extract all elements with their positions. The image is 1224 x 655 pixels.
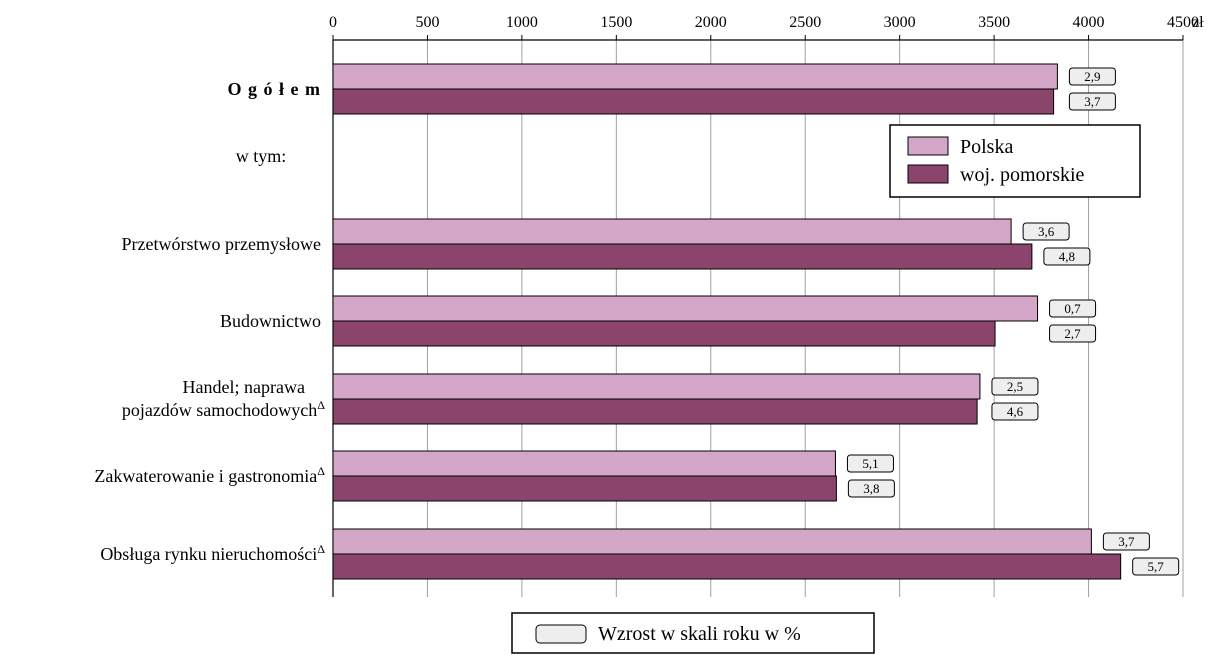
growth-label: 4,6 [1007, 404, 1024, 419]
x-tick-label: 0 [329, 14, 337, 31]
growth-label-box [1049, 299, 1097, 318]
growth-label: 3,8 [863, 481, 879, 496]
x-tick-label: 4000 [1073, 14, 1105, 31]
category-header-label: w tym: [236, 146, 287, 166]
growth-label: 5,1 [862, 456, 878, 471]
bar-pomorskie [332, 553, 1122, 580]
legend-swatch [907, 164, 949, 184]
growth-label: 5,7 [1148, 559, 1165, 574]
category-label: O g ó ł e m [228, 79, 322, 99]
category-label: Przetwórstwo przemysłowe [122, 234, 321, 254]
growth-label: 0,7 [1064, 301, 1081, 316]
legend-swatch [907, 136, 949, 156]
bar-polska [332, 528, 1092, 555]
x-tick-label: 1000 [506, 14, 538, 31]
bar-pomorskie [332, 320, 996, 347]
bar-polska [332, 373, 981, 400]
x-tick-label: 3000 [884, 14, 916, 31]
growth-label-box [1132, 557, 1180, 576]
bottom-legend-swatch [535, 624, 587, 644]
bar-pomorskie [332, 88, 1055, 115]
legend-label: Polska [960, 136, 1013, 158]
category-label: Budownictwo [220, 311, 321, 331]
bar-pomorskie [332, 398, 978, 425]
legend-box [889, 124, 1141, 198]
growth-label-box [1043, 247, 1091, 266]
growth-label-box [1049, 324, 1097, 343]
x-tick-label: 2500 [789, 14, 821, 31]
growth-label: 2,9 [1084, 69, 1100, 84]
x-tick-label: 2000 [695, 14, 727, 31]
growth-label: 2,5 [1007, 379, 1023, 394]
growth-label: 2,7 [1064, 326, 1081, 341]
x-tick-label: 4500 [1167, 14, 1199, 31]
category-label: Zakwaterowanie i gastronomiaΔ [94, 464, 325, 486]
bottom-legend-label: Wzrost w skali roku w % [598, 623, 801, 645]
x-tick-label: 1500 [600, 14, 632, 31]
x-tick-label: 500 [415, 14, 439, 31]
legend-label: woj. pomorskie [960, 164, 1085, 186]
growth-label-box [1068, 92, 1116, 111]
growth-label-box [1068, 67, 1116, 86]
bar-pomorskie [332, 475, 837, 502]
growth-label-box [846, 454, 894, 473]
bar-polska [332, 450, 836, 477]
x-tick-label: 3500 [978, 14, 1010, 31]
category-label: Handel; naprawa [183, 377, 305, 397]
growth-label-box [847, 479, 895, 498]
growth-label-box [991, 377, 1039, 396]
bar-polska [332, 295, 1039, 322]
growth-label-box [1102, 532, 1150, 551]
x-unit-label: zł [1192, 14, 1204, 31]
growth-label-box [991, 402, 1039, 421]
growth-label: 3,7 [1118, 534, 1135, 549]
bar-pomorskie [332, 243, 1033, 270]
growth-label: 3,6 [1038, 224, 1055, 239]
bar-polska [332, 218, 1012, 245]
category-label: Obsługa rynku nieruchomościΔ [100, 542, 325, 564]
bar-polska [332, 63, 1058, 90]
growth-label: 4,8 [1059, 249, 1075, 264]
growth-label-box [1022, 222, 1070, 241]
category-label: pojazdów samochodowychΔ [122, 398, 325, 420]
growth-label: 3,7 [1084, 94, 1101, 109]
